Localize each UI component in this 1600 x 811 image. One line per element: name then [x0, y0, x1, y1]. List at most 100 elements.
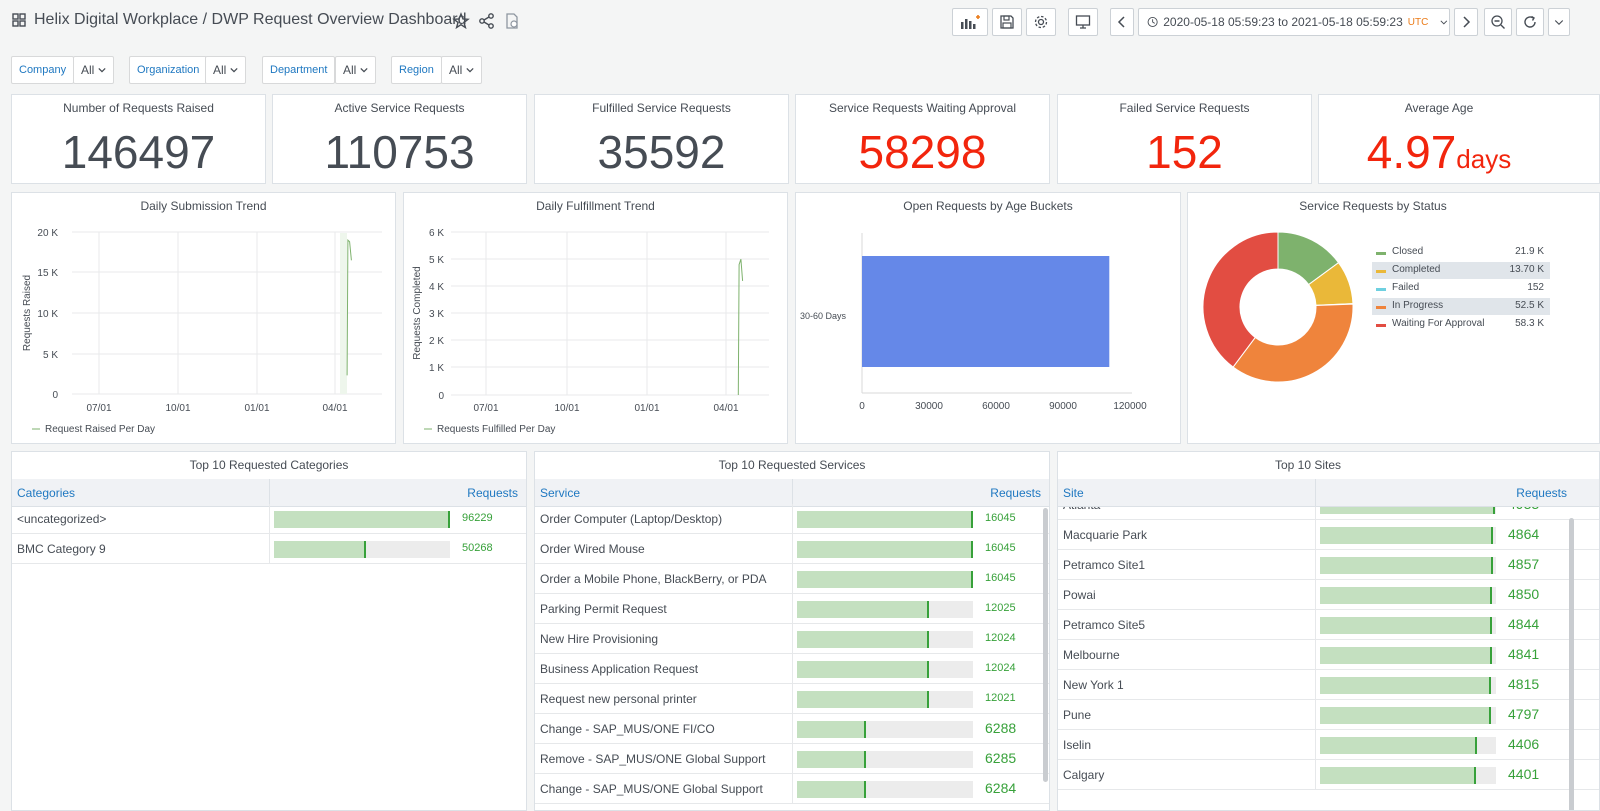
region-filter-select[interactable]: All: [441, 56, 483, 84]
column-separator: [792, 744, 793, 773]
save-dashboard-button[interactable]: [992, 8, 1022, 36]
donut-slice-waiting-for-approval[interactable]: [1202, 231, 1279, 368]
table-row[interactable]: Petramco Site5 4844: [1058, 610, 1599, 640]
department-filter-value: All: [343, 63, 357, 77]
table-row[interactable]: New York 1 4815: [1058, 670, 1599, 700]
table-row[interactable]: Order a Mobile Phone, BlackBerry, or PDA…: [535, 564, 1049, 594]
column-header-requests[interactable]: Requests: [1516, 486, 1567, 500]
refresh-interval-dropdown[interactable]: [1548, 8, 1570, 36]
table-row[interactable]: Change - SAP_MUS/ONE Global Support 6284: [535, 774, 1049, 804]
table-scrollbar[interactable]: [1043, 508, 1048, 782]
row-value: 6285: [985, 750, 1017, 766]
time-range-picker[interactable]: 2020-05-18 05:59:23 to 2021-05-18 05:59:…: [1138, 8, 1450, 36]
table-row[interactable]: Parking Permit Request 12025: [535, 594, 1049, 624]
table-row[interactable]: Business Application Request 12024: [535, 654, 1049, 684]
legend-label[interactable]: Requests Fulfilled Per Day: [437, 424, 555, 435]
add-panel-button[interactable]: [952, 8, 988, 36]
table-row[interactable]: Atlanta 4933: [1058, 507, 1599, 520]
table-row[interactable]: BMC Category 9 50268: [12, 534, 526, 564]
bar-gauge-fill: [797, 721, 866, 738]
time-shift-back-button[interactable]: [1110, 8, 1134, 36]
y-tick-label: 0: [438, 391, 444, 402]
column-header-requests[interactable]: Requests: [467, 486, 518, 500]
legend-item-completed[interactable]: Completed 13.70 K: [1372, 262, 1550, 279]
department-filter-select[interactable]: All: [335, 56, 377, 84]
age-bucket-bar[interactable]: [862, 256, 1110, 367]
bar-gauge: [797, 541, 973, 558]
table-row[interactable]: Order Wired Mouse 16045: [535, 534, 1049, 564]
clock-icon: [1147, 16, 1158, 28]
column-separator: [792, 534, 793, 563]
settings-button[interactable]: [1026, 8, 1056, 36]
table-row[interactable]: Request new personal printer 12021: [535, 684, 1049, 714]
table-row[interactable]: Change - SAP_MUS/ONE FI/CO 6288: [535, 714, 1049, 744]
legend-item-closed[interactable]: Closed 21.9 K: [1372, 244, 1550, 261]
dashboard-grid-icon[interactable]: [12, 13, 26, 27]
fulfillment-trend-panel: Daily Fulfillment Trend 0 1 K 2 K 3 K 4 …: [403, 192, 788, 444]
table-row[interactable]: Melbourne 4841: [1058, 640, 1599, 670]
refresh-button[interactable]: [1516, 8, 1544, 36]
donut-slice-in-progress[interactable]: [1232, 303, 1354, 383]
bar-gauge: [797, 721, 973, 738]
row-name: New Hire Provisioning: [540, 632, 659, 646]
x-tick-label: 30000: [915, 401, 943, 412]
column-separator: [1315, 700, 1316, 729]
organization-filter-select[interactable]: All: [205, 56, 247, 84]
table-row[interactable]: Calgary 4401: [1058, 760, 1599, 790]
bar-gauge: [1320, 737, 1496, 754]
x-tick-label: 90000: [1049, 401, 1077, 412]
column-separator: [792, 504, 793, 533]
table-row[interactable]: Order Computer (Laptop/Desktop) 16045: [535, 504, 1049, 534]
x-tick-label: 04/01: [713, 403, 738, 414]
share-icon[interactable]: [478, 12, 496, 30]
time-shift-forward-button[interactable]: [1454, 8, 1478, 36]
table-row[interactable]: <uncategorized> 96229: [12, 504, 526, 534]
column-header-requests[interactable]: Requests: [990, 486, 1041, 500]
table-row[interactable]: Pune 4797: [1058, 700, 1599, 730]
dashboard-title[interactable]: Helix Digital Workplace / DWP Request Ov…: [34, 11, 467, 28]
copy-icon[interactable]: [503, 12, 521, 30]
tv-mode-button[interactable]: [1068, 8, 1098, 36]
column-separator: [792, 654, 793, 683]
column-separator: [269, 504, 270, 533]
bar-gauge-fill: [1320, 507, 1495, 514]
legend-name: Closed: [1392, 246, 1424, 257]
star-icon[interactable]: [452, 12, 470, 30]
table-row[interactable]: Macquarie Park 4864: [1058, 520, 1599, 550]
bar-gauge: [797, 631, 973, 648]
bar-gauge-fill: [274, 541, 366, 558]
legend-item-in-progress[interactable]: In Progress 52.5 K: [1372, 298, 1550, 315]
table-row[interactable]: New Hire Provisioning 12024: [535, 624, 1049, 654]
panel-title: Daily Submission Trend: [140, 199, 267, 213]
table-row[interactable]: Powai 4850: [1058, 580, 1599, 610]
table-row[interactable]: Iselin 4406: [1058, 730, 1599, 760]
table-row[interactable]: Petramco Site1 4857: [1058, 550, 1599, 580]
row-name: Atlanta: [1063, 507, 1100, 512]
column-header-service[interactable]: Service: [540, 486, 581, 500]
bar-gauge-fill: [797, 571, 973, 588]
column-header-site[interactable]: Site: [1063, 486, 1084, 500]
table-row[interactable]: Remove - SAP_MUS/ONE Global Support 6285: [535, 744, 1049, 774]
fulfillment-trend-chart: 0 1 K 2 K 3 K 4 K 5 K 6 K 07/01 10/01 01…: [412, 228, 769, 435]
y-axis-label: Requests Completed: [412, 266, 423, 359]
x-tick-label: 60000: [982, 401, 1010, 412]
column-separator: [792, 479, 793, 506]
zoom-out-button[interactable]: [1484, 8, 1512, 36]
bar-gauge-fill: [1320, 557, 1493, 574]
bar-gauge-fill: [797, 631, 929, 648]
panel-title: Open Requests by Age Buckets: [903, 199, 1073, 213]
column-header-categories[interactable]: Categories: [17, 486, 76, 500]
bar-gauge-fill: [1320, 767, 1476, 784]
table-scrollbar[interactable]: [1569, 518, 1574, 810]
row-name: Order Wired Mouse: [540, 542, 645, 556]
bar-gauge-fill: [1320, 737, 1477, 754]
chevron-down-icon: [230, 67, 238, 73]
y-tick-label: 3 K: [429, 309, 444, 320]
row-value: 16045: [985, 542, 1016, 554]
legend-item-failed[interactable]: Failed 152: [1372, 280, 1550, 297]
company-filter-select[interactable]: All: [73, 56, 115, 84]
legend-label[interactable]: Request Raised Per Day: [45, 424, 155, 435]
x-tick-label: 10/01: [554, 403, 579, 414]
save-icon: [1000, 15, 1014, 29]
legend-item-waiting-approval[interactable]: Waiting For Approval 58.3 K: [1372, 316, 1550, 333]
